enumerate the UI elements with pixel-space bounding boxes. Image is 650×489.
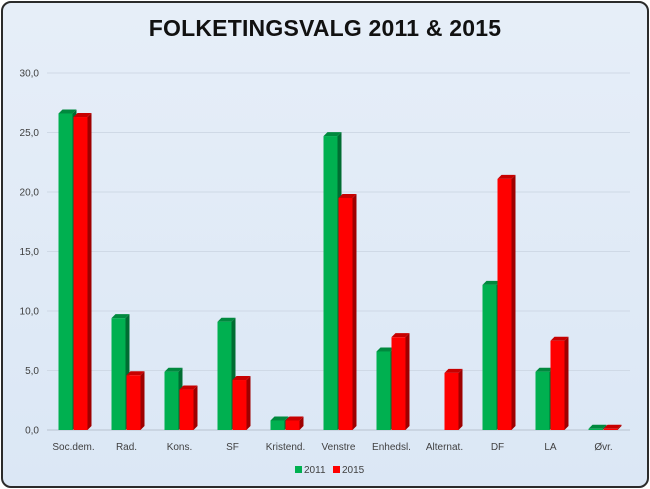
bar-2015 — [550, 336, 569, 430]
x-category-label: Kons. — [167, 442, 193, 453]
x-category-label: Rad. — [116, 442, 137, 453]
y-tick-label: 30,0 — [20, 69, 40, 80]
bar-2015 — [603, 424, 622, 430]
y-axis-ticks: 0,0 5,0 10,0 15,0 20,0 25,0 30,0 — [20, 69, 40, 437]
legend: 2011 2015 — [295, 465, 365, 476]
y-tick-label: 0,0 — [25, 426, 39, 437]
x-category-label: SF — [226, 442, 239, 453]
legend-swatch — [295, 466, 302, 473]
x-category-label: Enhedsl. — [372, 442, 411, 453]
y-tick-label: 25,0 — [20, 128, 40, 139]
y-tick-label: 20,0 — [20, 188, 40, 199]
bar-2015 — [338, 193, 357, 430]
x-category-label: Alternat. — [426, 442, 463, 453]
y-tick-label: 15,0 — [20, 247, 40, 258]
bar-2015 — [285, 416, 304, 430]
bar-2015 — [444, 368, 463, 430]
legend-item-2011: 2011 — [295, 465, 326, 476]
x-category-label: LA — [544, 442, 557, 453]
legend-label: 2011 — [304, 465, 326, 476]
bar-2015 — [126, 371, 145, 430]
x-category-label: Kristend. — [266, 442, 305, 453]
bar-2011 — [588, 424, 607, 430]
x-category-label: Venstre — [322, 442, 356, 453]
bar-chart: 0,0 5,0 10,0 15,0 20,0 25,0 30,0 Soc.dem. Rad. K… — [20, 69, 630, 476]
bar-2015 — [497, 174, 516, 430]
x-category-label: Øvr. — [594, 442, 612, 453]
bar-2015 — [73, 113, 92, 430]
chart-title: FOLKETINGSVALG 2011 & 2015 — [148, 15, 502, 41]
y-tick-label: 5,0 — [25, 366, 39, 377]
legend-item-2015: 2015 — [333, 465, 365, 476]
bar-2015 — [391, 333, 410, 430]
x-axis-labels: Soc.dem. Rad. Kons. SF Kristend. Venstre Enhed… — [52, 442, 612, 453]
x-category-label: DF — [491, 442, 504, 453]
legend-label: 2015 — [342, 465, 365, 476]
y-tick-label: 10,0 — [20, 307, 40, 318]
bar-2015 — [232, 376, 251, 430]
bar-2015 — [179, 385, 198, 430]
bars — [58, 109, 622, 431]
x-category-label: Soc.dem. — [52, 442, 94, 453]
legend-swatch — [333, 466, 340, 473]
